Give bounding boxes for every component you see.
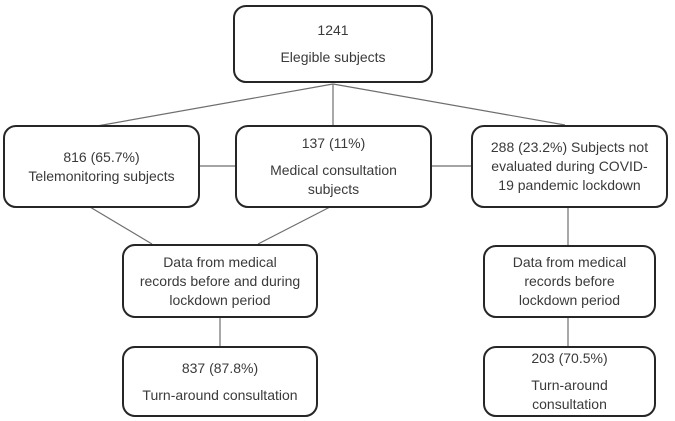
node-label: Data from medical records before and dur… <box>139 253 301 308</box>
edge-medical-databeforeduring <box>257 206 331 245</box>
node-subjects-not-evaluated: 288 (23.2%) Subjects not evaluated durin… <box>471 125 668 208</box>
node-value: 816 (65.7%) <box>63 148 140 165</box>
edge-telemonitoring-databeforeduring <box>89 206 153 245</box>
node-value: 1241 <box>317 22 349 38</box>
node-label: 288 (23.2%) Subjects not evaluated durin… <box>490 139 649 193</box>
node-value: 837 (87.8%) <box>181 359 259 376</box>
node-label: Medical consultation subjects <box>270 162 397 197</box>
node-label: Turn-around consultation <box>531 377 608 412</box>
node-value: 137 (11%) <box>301 135 366 151</box>
node-value: 203 (70.5%) <box>531 350 608 366</box>
node-telemonitoring-subjects: 816 (65.7%) Telemonitoring subjects <box>3 125 200 208</box>
node-label: Turn-around consultation <box>142 386 298 403</box>
edge-eligible-notevaluated <box>332 83 566 126</box>
node-label: Data from medical records before lockdow… <box>512 254 627 308</box>
node-medical-consultation-subjects: 137 (11%) Medical consultation subjects <box>235 125 432 208</box>
edge-eligible-telemonitoring <box>96 83 334 127</box>
node-data-before-lockdown: Data from medical records before lockdow… <box>483 245 656 318</box>
node-turnaround-consultation-left: 837 (87.8%) Turn-around consultation <box>122 346 318 417</box>
node-data-before-and-during-lockdown: Data from medical records before and dur… <box>122 244 318 318</box>
node-turnaround-consultation-right: 203 (70.5%) Turn-around consultation <box>483 346 656 417</box>
node-label: Elegible subjects <box>280 49 386 65</box>
node-eligible-subjects: 1241 Elegible subjects <box>233 5 433 83</box>
node-label: Telemonitoring subjects <box>28 167 175 184</box>
